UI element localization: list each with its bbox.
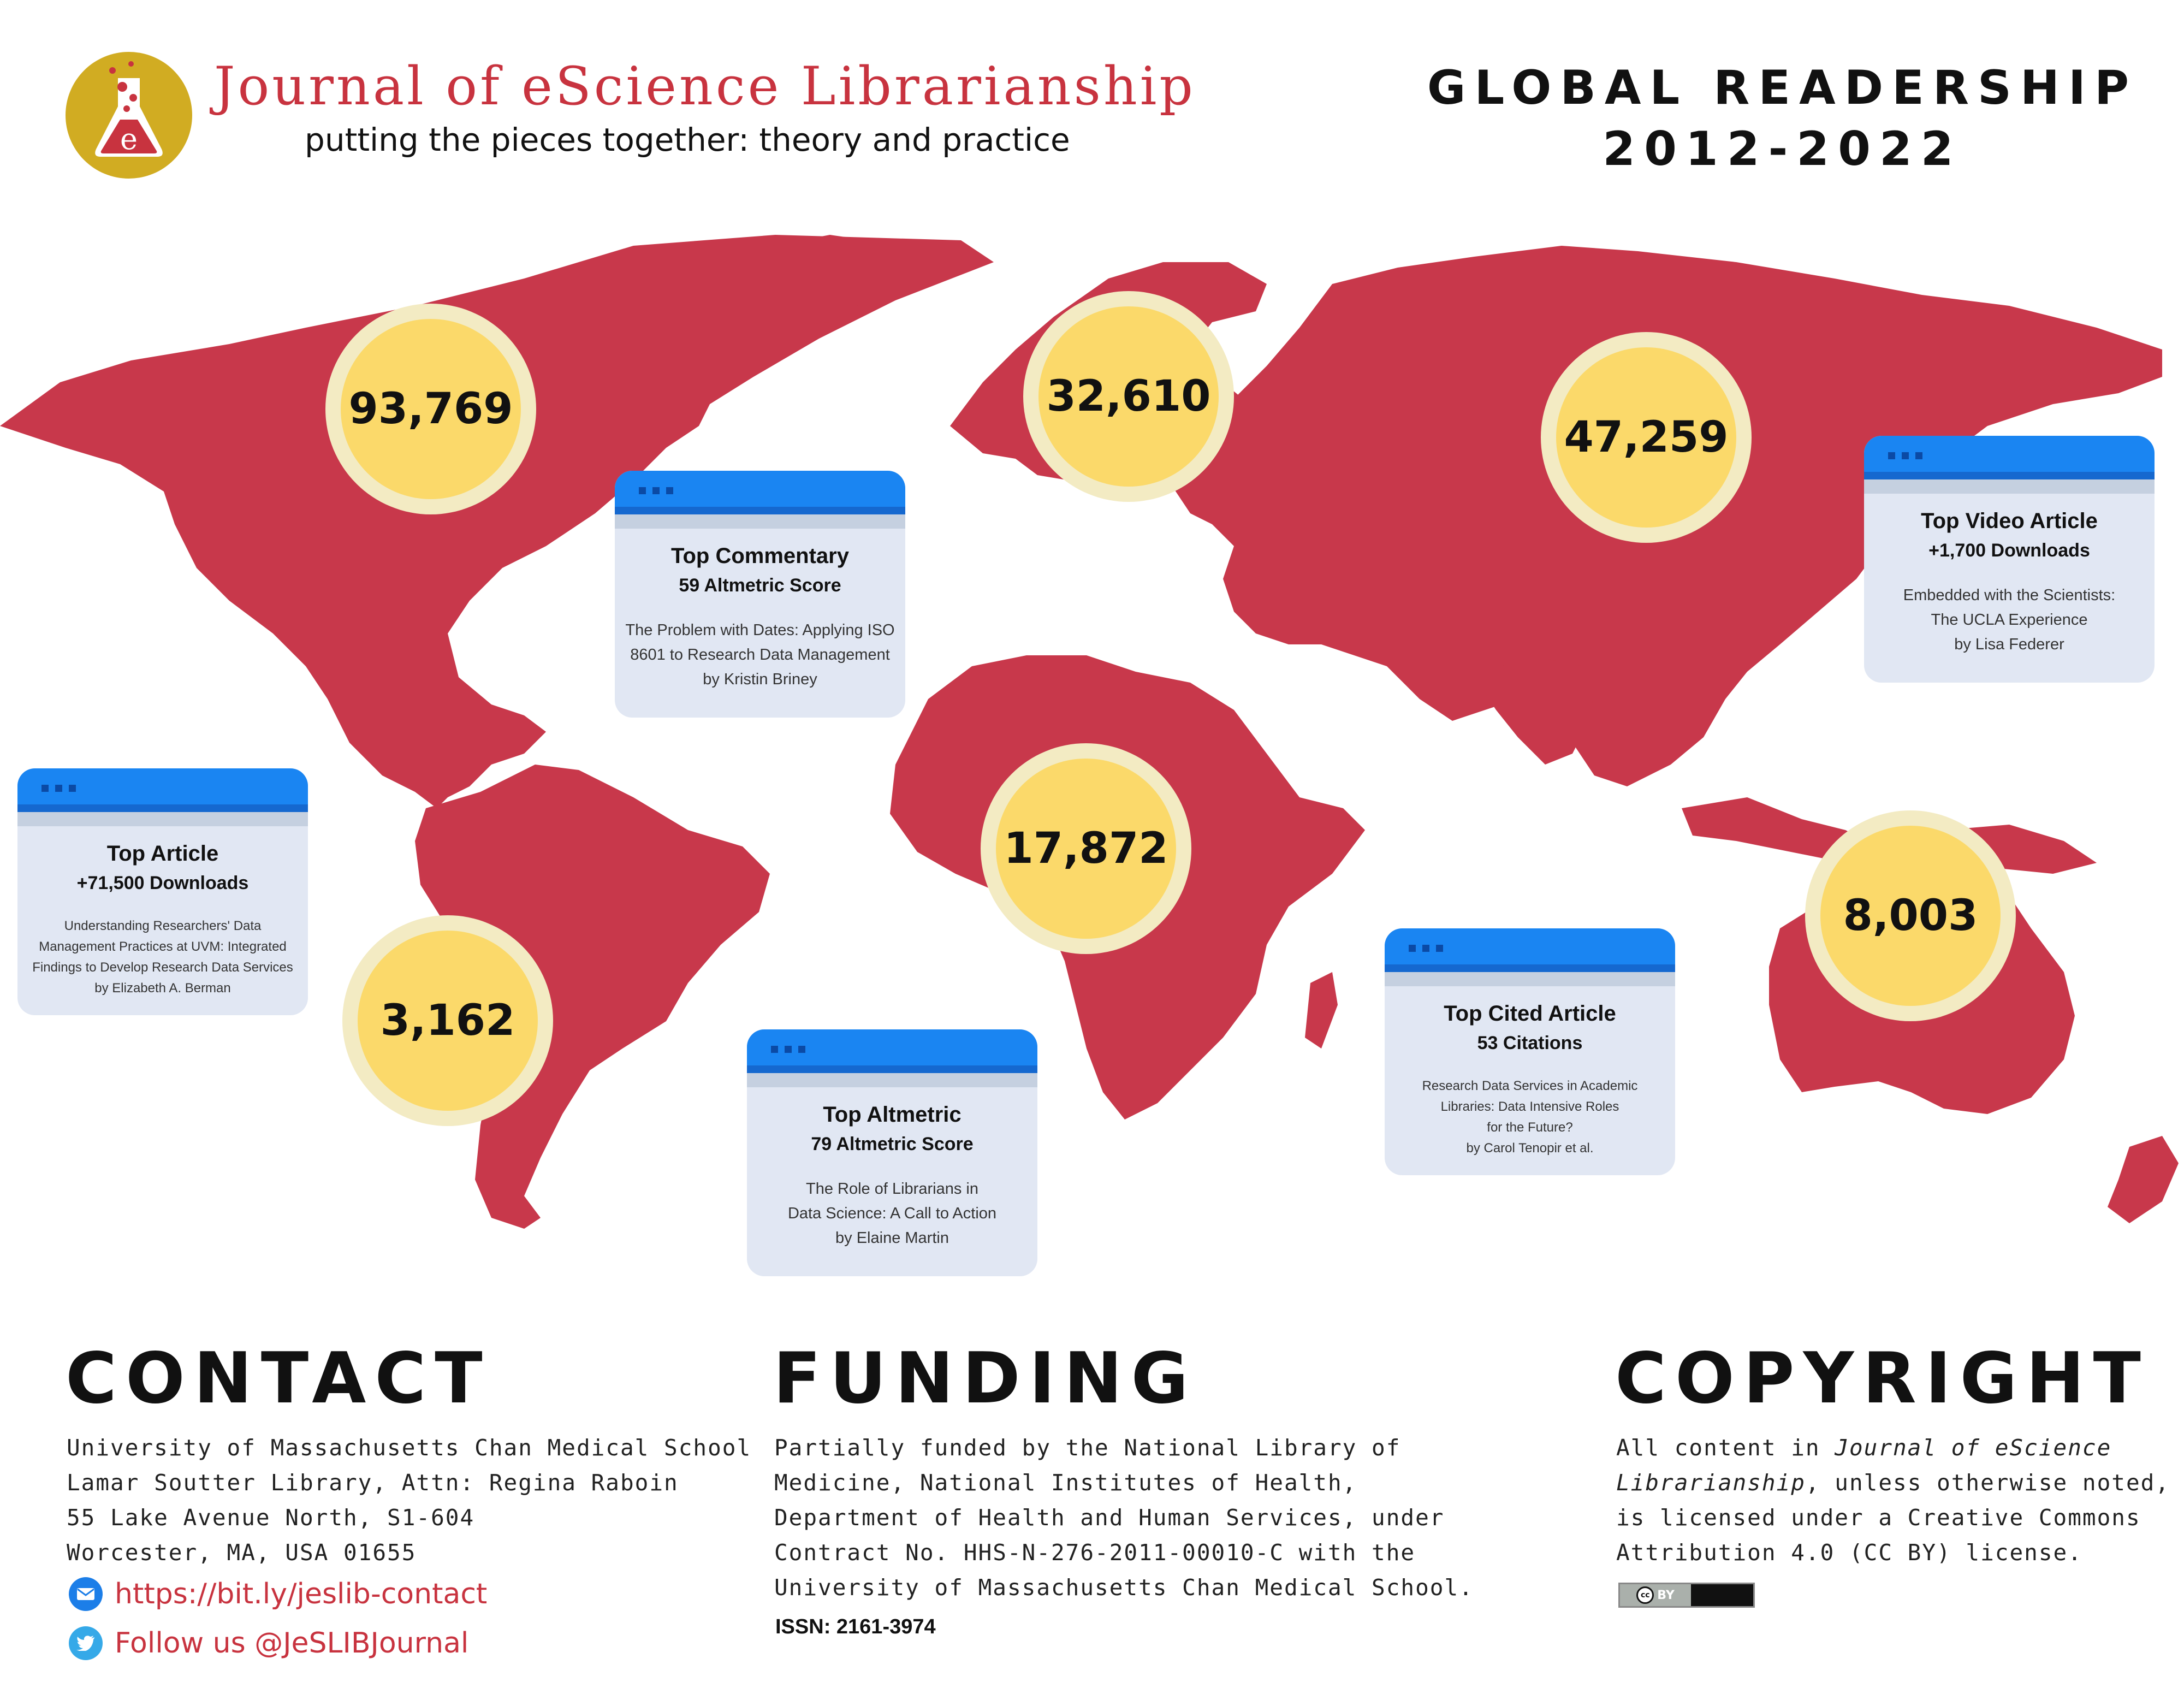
stat-value: 93,769 bbox=[348, 384, 513, 434]
flask-icon: e bbox=[95, 61, 163, 157]
indonesia-shape bbox=[1682, 797, 1878, 863]
journal-logo: e bbox=[66, 52, 192, 179]
south-america-shape bbox=[415, 765, 770, 1229]
stat-value: 17,872 bbox=[1004, 824, 1168, 873]
twitter-bird-icon bbox=[69, 1626, 103, 1660]
social-handle[interactable]: Follow us @JeSLIBJournal bbox=[115, 1627, 469, 1660]
copyright-text: All content in Journal of eScience Libra… bbox=[1616, 1435, 2170, 1566]
card-title: Top Altmetric bbox=[823, 1103, 962, 1127]
journal-tagline: putting the pieces together: theory and … bbox=[305, 121, 1070, 158]
card-subtitle: 53 Citations bbox=[1477, 1033, 1583, 1053]
headline-title: GLOBAL READERSHIP bbox=[1427, 61, 2138, 115]
envelope-icon bbox=[69, 1577, 103, 1611]
card-description: Understanding Researchers' Data Manageme… bbox=[32, 919, 293, 996]
contact-link[interactable]: https://bit.ly/jeslib-contact bbox=[115, 1578, 488, 1610]
card-subtitle: 79 Altmetric Score bbox=[811, 1134, 974, 1154]
stat-value: 32,610 bbox=[1046, 372, 1211, 421]
stat-africa: 17,872 bbox=[981, 743, 1191, 954]
card-top-altmetric: Top Altmetric 79 Altmetric Score The Rol… bbox=[747, 1029, 1037, 1276]
social-link-row[interactable]: Follow us @JeSLIBJournal bbox=[69, 1626, 468, 1660]
card-subtitle: 59 Altmetric Score bbox=[679, 575, 841, 596]
issn-number: ISSN: 2161-3974 bbox=[775, 1615, 936, 1638]
stat-value: 47,259 bbox=[1564, 413, 1729, 462]
madagascar-shape bbox=[1305, 972, 1338, 1049]
cc-by-label: BY bbox=[1657, 1588, 1675, 1602]
card-top-video: Top Video Article +1,700 Downloads Embed… bbox=[1864, 436, 2155, 683]
card-title: Top Article bbox=[106, 842, 219, 866]
card-subtitle: +71,500 Downloads bbox=[76, 873, 249, 893]
card-description: The Role of Librarians in Data Science: … bbox=[787, 1180, 997, 1247]
card-subtitle: +1,700 Downloads bbox=[1928, 540, 2090, 561]
stat-asia: 47,259 bbox=[1541, 332, 1752, 543]
stat-value: 8,003 bbox=[1843, 891, 1978, 940]
journal-title: Journal of eScience Librarianship bbox=[214, 56, 1196, 117]
creative-commons-icon: cc bbox=[1636, 1586, 1654, 1604]
card-top-cited: Top Cited Article 53 Citations Research … bbox=[1385, 928, 1675, 1175]
stat-north-america: 93,769 bbox=[325, 304, 536, 514]
stat-value: 3,162 bbox=[380, 996, 515, 1045]
greenland-shape bbox=[743, 235, 906, 328]
stat-oceania: 8,003 bbox=[1805, 810, 2016, 1021]
copyright-heading: COPYRIGHT bbox=[1615, 1338, 2150, 1419]
card-title: Top Video Article bbox=[1921, 509, 2098, 533]
stat-south-america: 3,162 bbox=[342, 915, 553, 1126]
card-title: Top Cited Article bbox=[1444, 1002, 1616, 1026]
svg-text:e: e bbox=[120, 122, 138, 156]
card-title: Top Commentary bbox=[671, 544, 849, 568]
north-america-shape bbox=[0, 235, 994, 808]
contact-link-row[interactable]: https://bit.ly/jeslib-contact bbox=[69, 1577, 487, 1611]
funding-text: Partially funded by the National Library… bbox=[774, 1435, 1474, 1601]
cc-by-license-badge[interactable]: cc BY bbox=[1618, 1583, 1755, 1608]
card-description: The Problem with Dates: Applying ISO 860… bbox=[625, 621, 895, 688]
card-description: Research Data Services in Academic Libra… bbox=[1422, 1079, 1638, 1156]
india-shape bbox=[1474, 655, 1594, 765]
stat-europe: 32,610 bbox=[1023, 291, 1234, 502]
card-top-article: Top Article +71,500 Downloads Understand… bbox=[17, 768, 308, 1015]
contact-heading: CONTACT bbox=[66, 1338, 491, 1419]
card-top-commentary: Top Commentary 59 Altmetric Score The Pr… bbox=[615, 471, 905, 718]
headline-years: 2012-2022 bbox=[1603, 122, 1962, 176]
global-readership-headline: GLOBAL READERSHIP 2012-2022 bbox=[1427, 57, 2138, 180]
new-zealand-shape bbox=[2108, 1136, 2179, 1223]
contact-address: University of Massachusetts Chan Medical… bbox=[67, 1435, 752, 1566]
card-description: Embedded with the Scientists: The UCLA E… bbox=[1903, 587, 2116, 653]
funding-heading: FUNDING bbox=[773, 1338, 1197, 1419]
